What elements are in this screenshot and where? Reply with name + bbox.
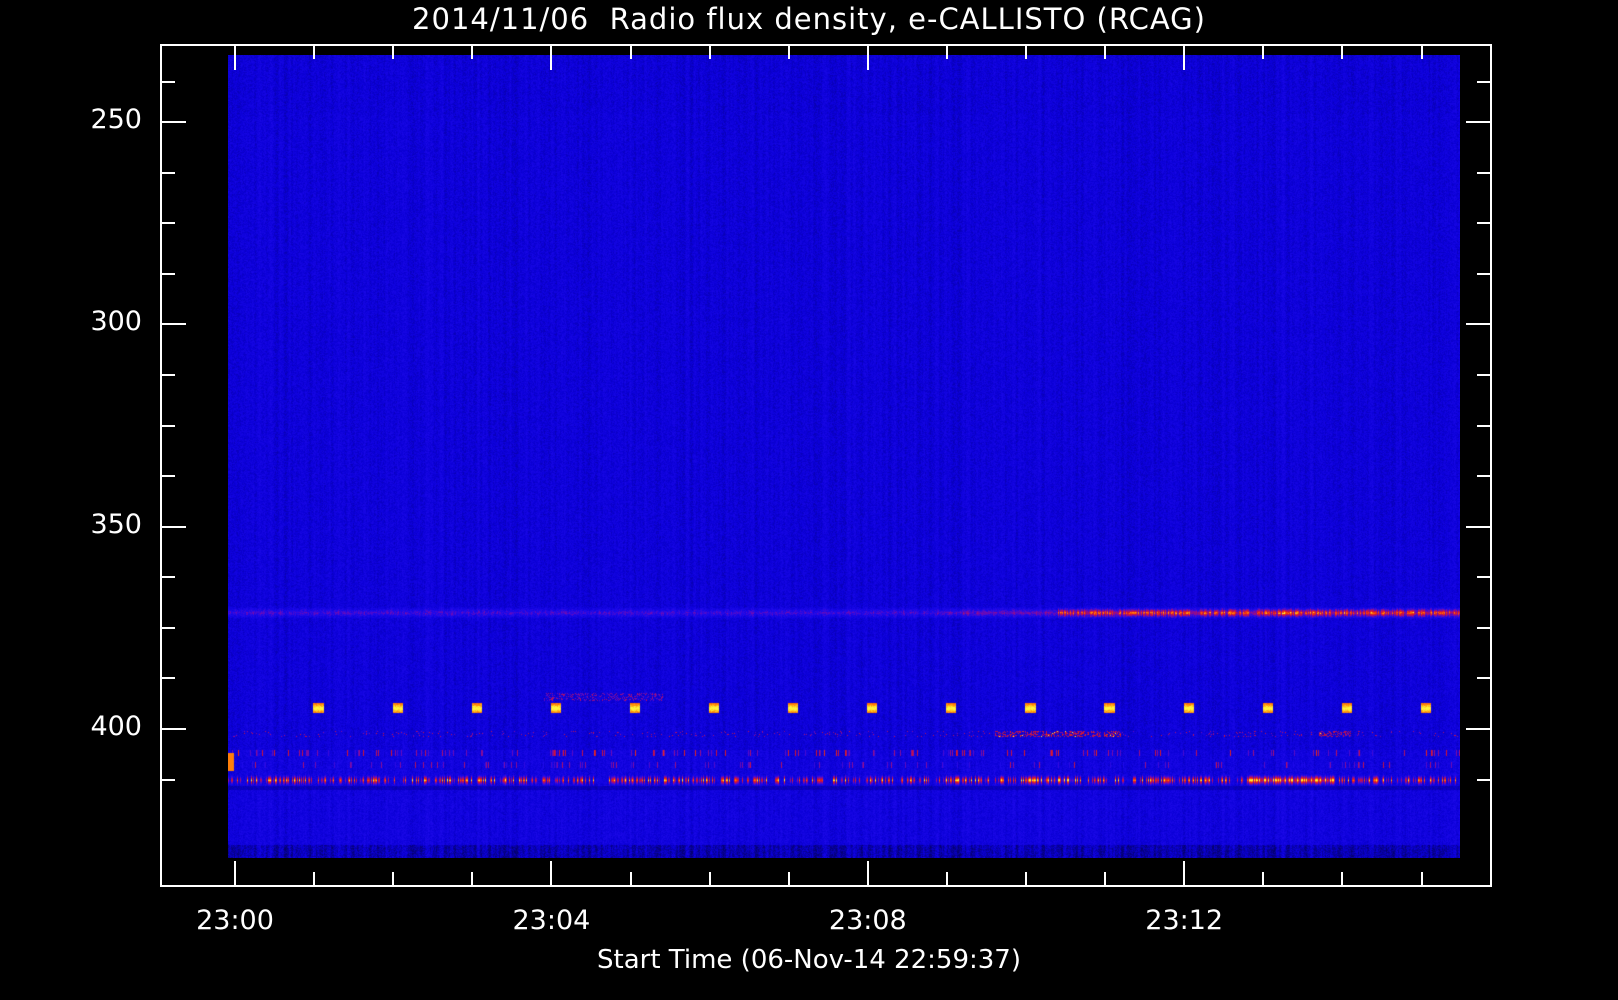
y-tick-minor xyxy=(160,475,175,478)
y-tick-minor xyxy=(160,626,175,629)
y-tick-minor-right xyxy=(1477,778,1492,781)
x-tick-major xyxy=(1183,861,1186,887)
y-tick-minor-right xyxy=(1477,373,1492,376)
y-tick-major xyxy=(160,728,186,730)
x-tick-minor-top xyxy=(1025,44,1027,59)
x-tick-minor-top xyxy=(392,44,395,59)
x-tick-minor-top xyxy=(1341,44,1344,59)
x-tick-minor xyxy=(471,872,474,887)
y-tick-major-right xyxy=(1466,121,1492,123)
x-tick-minor xyxy=(1420,872,1423,887)
y-tick-minor-right xyxy=(1477,424,1492,427)
y-tick-minor xyxy=(160,373,175,376)
x-tick-minor-top xyxy=(1104,44,1107,59)
y-tick-minor xyxy=(160,272,175,275)
x-tick-minor xyxy=(708,872,711,887)
y-tick-major xyxy=(160,121,186,123)
x-tick-label: 23:04 xyxy=(512,905,591,936)
y-tick-minor-right xyxy=(1477,171,1492,174)
y-tick-label: 300 xyxy=(90,306,142,338)
y-tick-label: 400 xyxy=(90,711,142,742)
x-tick-minor-top xyxy=(708,44,711,59)
y-tick-label: 350 xyxy=(90,508,142,540)
x-tick-minor xyxy=(1025,872,1027,887)
x-tick-minor xyxy=(1341,872,1344,887)
x-tick-major-top xyxy=(234,44,236,70)
y-tick-minor-right xyxy=(1477,272,1492,275)
y-tick-major xyxy=(160,323,186,326)
x-tick-minor xyxy=(1262,872,1265,887)
y-tick-major-right xyxy=(1466,323,1492,326)
y-tick-minor-right xyxy=(1477,80,1492,83)
x-tick-major xyxy=(866,861,869,887)
y-tick-minor xyxy=(160,80,175,83)
x-tick-label: 23:00 xyxy=(196,905,274,936)
x-tick-major-top xyxy=(1183,44,1186,70)
x-tick-minor xyxy=(945,872,948,887)
x-tick-minor xyxy=(787,872,790,887)
y-tick-minor xyxy=(160,222,175,225)
x-tick-label: 23:12 xyxy=(1145,905,1224,936)
x-tick-label: 23:08 xyxy=(828,905,907,936)
y-tick-major-right xyxy=(1466,525,1492,528)
x-tick-major xyxy=(234,861,236,887)
x-tick-minor-top xyxy=(945,44,948,59)
x-tick-minor xyxy=(629,872,632,887)
y-tick-minor xyxy=(160,677,175,680)
x-tick-minor-top xyxy=(629,44,632,59)
x-tick-minor-top xyxy=(787,44,790,59)
y-tick-major-right xyxy=(1466,728,1492,730)
x-tick-minor-top xyxy=(1262,44,1265,59)
x-tick-minor xyxy=(1104,872,1107,887)
x-tick-minor xyxy=(313,872,316,887)
x-tick-major-top xyxy=(550,44,553,70)
x-axis-title: Start Time (06-Nov-14 22:59:37) xyxy=(597,945,1021,975)
y-tick-minor-right xyxy=(1477,222,1492,225)
y-tick-label: 250 xyxy=(90,104,142,135)
x-tick-minor-top xyxy=(471,44,474,59)
y-tick-major xyxy=(160,525,186,528)
y-tick-minor-right xyxy=(1477,626,1492,629)
y-tick-minor xyxy=(160,424,175,427)
plot-frame xyxy=(160,44,1492,887)
page-title: 2014/11/06 Radio flux density, e-CALLIST… xyxy=(412,2,1206,36)
y-tick-minor-right xyxy=(1477,677,1492,680)
y-tick-minor-right xyxy=(1477,576,1492,579)
y-tick-minor xyxy=(160,778,175,781)
y-tick-minor xyxy=(160,576,175,579)
spectrogram-image xyxy=(228,55,1460,858)
x-tick-major-top xyxy=(866,44,869,70)
y-tick-minor-right xyxy=(1477,475,1492,478)
y-tick-minor xyxy=(160,171,175,174)
x-tick-minor xyxy=(392,872,395,887)
x-tick-minor-top xyxy=(1420,44,1423,59)
x-tick-minor-top xyxy=(313,44,316,59)
x-tick-major xyxy=(550,861,553,887)
